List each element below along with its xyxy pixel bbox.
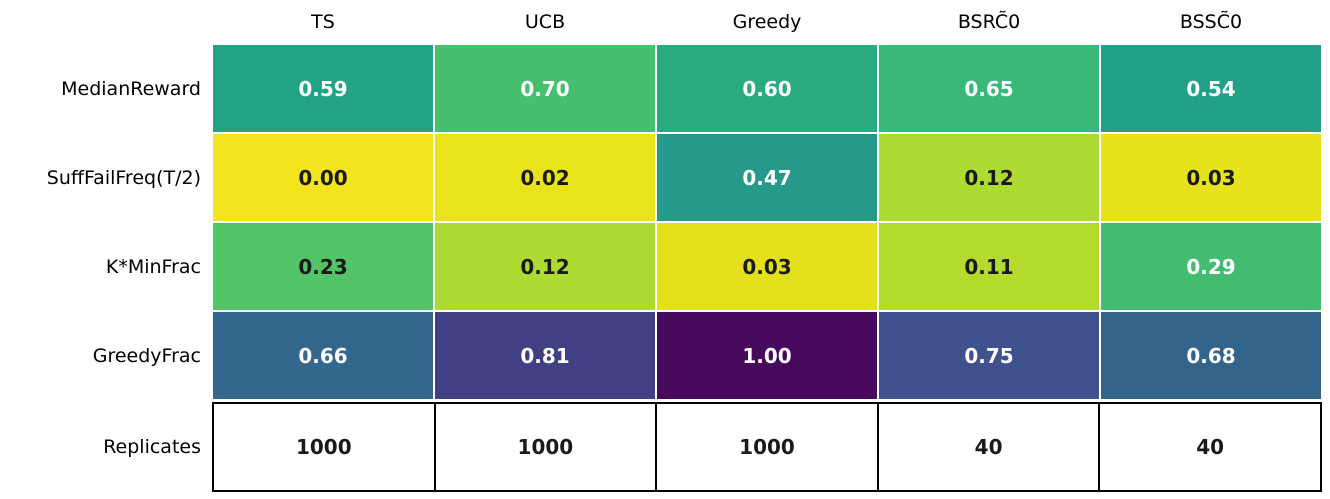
heatmap-cell: 0.59 xyxy=(212,44,434,133)
heatmap-grid: MedianReward 0.59 0.70 0.60 0.65 0.54 SuffFail… xyxy=(0,44,1330,400)
heatmap-cell: 0.00 xyxy=(212,133,434,222)
replicates-cell: 1000 xyxy=(435,404,656,490)
heatmap-cell: 0.12 xyxy=(434,222,656,311)
replicates-cell: 1000 xyxy=(657,404,877,490)
heatmap-cell: 0.03 xyxy=(656,222,878,311)
row-label-0: MedianReward xyxy=(61,77,201,100)
heatmap-cell: 0.03 xyxy=(1100,133,1322,222)
heatmap-cell: 0.54 xyxy=(1100,44,1322,133)
column-header-row: TS UCB Greedy BSRC̃0 BSSC̃0 xyxy=(0,0,1330,44)
row-label-1: SuffFailFreq(T/2) xyxy=(46,166,201,189)
row-label-3: GreedyFrac xyxy=(92,344,201,367)
replicates-cell: 1000 xyxy=(214,404,434,490)
heatmap-cell: 0.23 xyxy=(212,222,434,311)
heatmap-cell: 0.81 xyxy=(434,311,656,400)
column-header-1: UCB xyxy=(524,11,566,33)
heatmap-cell: 0.12 xyxy=(878,133,1100,222)
heatmap-cell: 0.11 xyxy=(878,222,1100,311)
heatmap-cell: 0.60 xyxy=(656,44,878,133)
column-header-0: TS xyxy=(311,11,335,33)
column-header-2: Greedy xyxy=(732,11,802,33)
replicates-cells: 1000 1000 1000 40 40 xyxy=(212,402,1322,492)
heatmap-cell: 0.47 xyxy=(656,133,878,222)
heatmap-cell: 0.68 xyxy=(1100,311,1322,400)
column-header-4: BSSC̃0 xyxy=(1179,11,1243,33)
replicates-row: Replicates 1000 1000 1000 40 40 xyxy=(0,402,1330,492)
heatmap-cell: 0.70 xyxy=(434,44,656,133)
heatmap-cell: 0.29 xyxy=(1100,222,1322,311)
heatmap-cell: 1.00 xyxy=(656,311,878,400)
heatmap-cell: 0.65 xyxy=(878,44,1100,133)
replicates-cell: 40 xyxy=(878,404,1099,490)
column-header-3: BSRC̃0 xyxy=(957,11,1021,33)
heatmap-cell: 0.75 xyxy=(878,311,1100,400)
heatmap-cell: 0.66 xyxy=(212,311,434,400)
heatmap-cell: 0.02 xyxy=(434,133,656,222)
row-label-replicates: Replicates xyxy=(103,436,201,458)
replicates-cell: 40 xyxy=(1100,404,1320,490)
row-label-2: K*MinFrac xyxy=(105,255,201,278)
